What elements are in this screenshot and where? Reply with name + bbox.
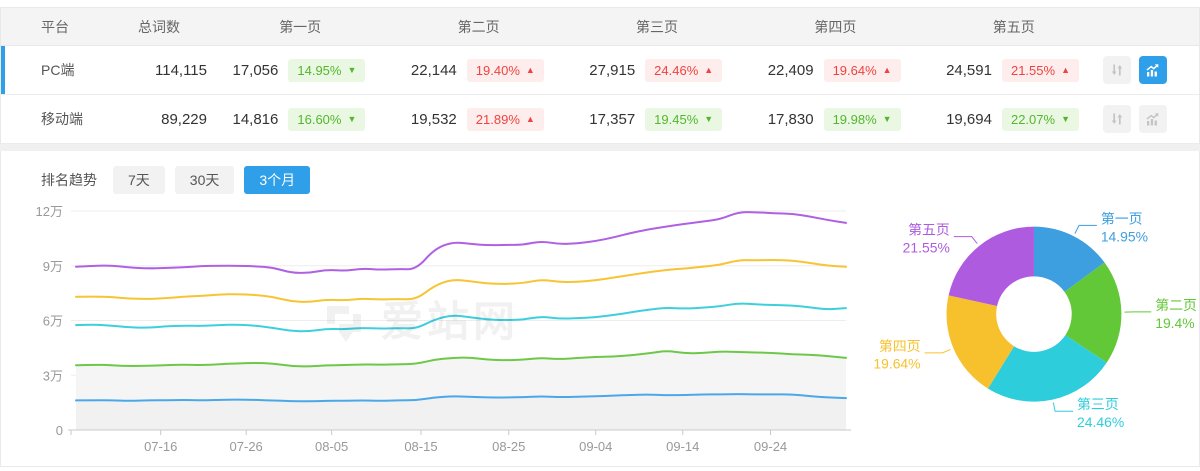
trend-chart-icon bbox=[1147, 63, 1159, 76]
page4-count: 17,830 bbox=[767, 110, 814, 128]
sort-arrows-icon bbox=[1111, 64, 1123, 76]
trend-header: 排名趋势 7天 30天 3个月 bbox=[1, 151, 1199, 200]
svg-text:07-26: 07-26 bbox=[230, 439, 263, 454]
svg-text:3万: 3万 bbox=[43, 368, 63, 383]
page1-count: 17,056 bbox=[232, 61, 279, 79]
show-chart-button[interactable] bbox=[1138, 56, 1167, 84]
panel-divider bbox=[0, 144, 1200, 151]
total-words-value: 114,115 bbox=[155, 61, 207, 79]
page4-count: 22,409 bbox=[767, 61, 814, 79]
page5-change-badge: 21.55% bbox=[1001, 58, 1079, 82]
table-row-mobile[interactable]: 移动端 89,229 14,816 16.60% 19,532 21.89% 1… bbox=[1, 95, 1199, 144]
page5-count: 19,694 bbox=[946, 110, 992, 128]
svg-text:09-24: 09-24 bbox=[754, 439, 787, 454]
page3-count: 17,357 bbox=[589, 110, 636, 128]
sort-button[interactable] bbox=[1102, 56, 1131, 84]
page-distribution-donut: 第一页 14.95% 第二页 19.4% 第三页 24.46% 第四页 19.64% 第五页 21… bbox=[873, 210, 1197, 430]
page2-count: 22,144 bbox=[410, 61, 457, 79]
page4-change-badge: 19.64% bbox=[823, 58, 901, 82]
total-words-value: 89,229 bbox=[161, 110, 207, 128]
svg-text:09-04: 09-04 bbox=[579, 439, 612, 454]
platform-label: PC端 bbox=[41, 62, 75, 78]
svg-text:6万: 6万 bbox=[43, 314, 63, 329]
col-header-total: 总词数 bbox=[138, 18, 180, 35]
page2-count: 19,532 bbox=[410, 110, 457, 128]
trend-title: 排名趋势 bbox=[41, 172, 97, 188]
col-header-page2: 第二页 bbox=[457, 18, 500, 35]
platform-label: 移动端 bbox=[41, 111, 83, 127]
rank-table-header: 平台 总词数 第一页 第二页 第三页 第四页 第五页 bbox=[1, 8, 1199, 46]
trend-panel: 排名趋势 7天 30天 3个月 0 3万 6万 9万 12万 07-16 07-26 08-0… bbox=[0, 151, 1200, 467]
page1-count: 14,816 bbox=[232, 110, 279, 128]
page1-change-badge: 16.60% bbox=[288, 107, 366, 131]
svg-text:12万: 12万 bbox=[36, 204, 63, 219]
svg-text:08-05: 08-05 bbox=[315, 439, 348, 454]
page3-change-badge: 24.46% bbox=[645, 58, 723, 82]
col-header-page3: 第三页 bbox=[635, 18, 678, 35]
trend-chart-icon bbox=[1147, 112, 1159, 125]
svg-text:08-25: 08-25 bbox=[492, 439, 525, 454]
svg-text:9万: 9万 bbox=[43, 259, 63, 274]
page5-count: 24,591 bbox=[946, 61, 992, 79]
rank-table: 平台 总词数 第一页 第二页 第三页 第四页 第五页 PC端 114,115 1… bbox=[0, 7, 1200, 144]
svg-text:07-16: 07-16 bbox=[144, 439, 177, 454]
sort-arrows-icon bbox=[1111, 113, 1123, 125]
page1-change-badge: 14.95% bbox=[288, 58, 366, 82]
svg-text:09-14: 09-14 bbox=[666, 439, 699, 454]
col-header-page4: 第四页 bbox=[814, 18, 857, 35]
page2-change-badge: 21.89% bbox=[466, 107, 544, 131]
page3-change-badge: 19.45% bbox=[645, 107, 723, 131]
trend-line-chart: 0 3万 6万 9万 12万 07-16 07-26 08-05 08-15 08-25 09-04… bbox=[36, 204, 851, 454]
col-header-page1: 第一页 bbox=[279, 18, 322, 35]
svg-text:08-15: 08-15 bbox=[404, 439, 437, 454]
sort-button[interactable] bbox=[1102, 105, 1131, 133]
show-chart-button[interactable] bbox=[1138, 105, 1167, 133]
page5-change-badge: 22.07% bbox=[1001, 107, 1079, 131]
table-row-pc[interactable]: PC端 114,115 17,056 14.95% 22,144 19.40% … bbox=[1, 46, 1199, 95]
svg-text:0: 0 bbox=[56, 423, 63, 438]
tab-7days[interactable]: 7天 bbox=[113, 166, 165, 194]
tab-3months[interactable]: 3个月 bbox=[244, 166, 311, 194]
page4-change-badge: 19.98% bbox=[823, 107, 901, 131]
col-header-page5: 第五页 bbox=[992, 18, 1035, 35]
col-header-platform: 平台 bbox=[41, 18, 69, 35]
page3-count: 27,915 bbox=[589, 61, 636, 79]
tab-30days[interactable]: 30天 bbox=[174, 166, 235, 194]
page2-change-badge: 19.40% bbox=[466, 58, 544, 82]
